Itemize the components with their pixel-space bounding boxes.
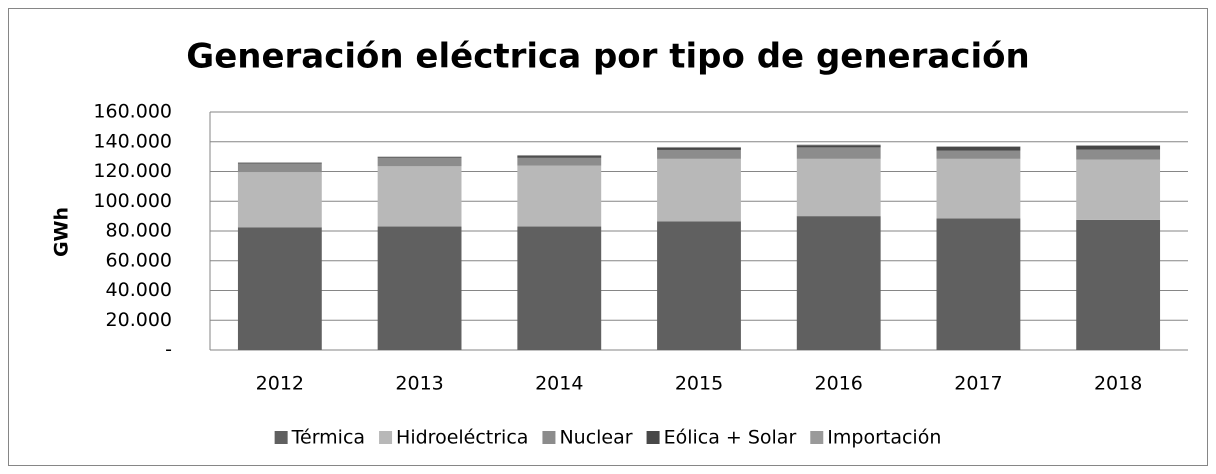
bar-segment <box>237 163 322 173</box>
legend-swatch <box>542 431 556 444</box>
bar-segment <box>657 147 741 150</box>
bar-segment <box>796 144 881 146</box>
bar-segment <box>796 145 881 148</box>
legend-label: Nuclear <box>559 427 632 449</box>
y-axis-label: GWh <box>51 207 73 257</box>
y-tick-label: 120.000 <box>93 160 172 182</box>
chart-frame <box>8 8 1208 466</box>
bar-segment <box>657 149 741 159</box>
bar-segment <box>377 226 462 350</box>
bar-segment <box>237 227 322 350</box>
y-tick-label: 100.000 <box>93 190 172 212</box>
bar-segment <box>657 146 741 148</box>
x-tick-label: 2014 <box>535 373 583 395</box>
x-tick-label: 2017 <box>954 373 1002 395</box>
bar-segment <box>377 156 462 158</box>
bar-segment <box>936 146 1021 147</box>
legend-label: Hidroeléctrica <box>396 427 528 449</box>
bar-segment <box>517 154 602 157</box>
legend-label: Importación <box>827 427 941 449</box>
legend-swatch <box>379 431 393 444</box>
bar-segment <box>657 158 741 222</box>
y-tick-label: 160.000 <box>93 101 172 123</box>
bar-segment <box>1076 145 1161 146</box>
legend-swatch <box>810 431 824 444</box>
y-tick-label: - <box>165 339 172 361</box>
legend-swatch <box>646 431 660 444</box>
x-tick-label: 2013 <box>395 373 443 395</box>
bar-segment <box>657 221 741 350</box>
y-tick-label: 20.000 <box>106 309 172 331</box>
x-tick-label: 2016 <box>815 373 863 395</box>
y-tick-label: 40.000 <box>106 279 172 301</box>
bar-segment <box>1076 159 1161 220</box>
bar-segment <box>1076 145 1161 150</box>
x-tick-label: 2018 <box>1094 373 1142 395</box>
x-tick-label: 2015 <box>675 373 723 395</box>
bar-segment <box>1076 219 1161 350</box>
bar-segment <box>936 158 1021 219</box>
x-tick-label: 2012 <box>256 373 304 395</box>
y-tick-label: 60.000 <box>106 249 172 271</box>
bar-segment <box>237 172 322 228</box>
legend-label: Eólica + Solar <box>664 427 797 449</box>
bar-segment <box>377 157 462 167</box>
bar-segment <box>936 150 1021 159</box>
bar-segment <box>377 166 462 227</box>
bar-segment <box>796 158 881 217</box>
bar-segment <box>517 156 602 158</box>
bar-segment <box>796 216 881 350</box>
bar-segment <box>237 162 322 164</box>
bar-segment <box>1076 149 1161 160</box>
legend-label: Térmica <box>291 427 365 449</box>
chart-title: Generación eléctrica por tipo de generac… <box>186 37 1029 77</box>
bar-segment <box>517 157 602 166</box>
bar-segment <box>517 165 602 227</box>
y-tick-label: 140.000 <box>93 130 172 152</box>
bar-segment <box>936 218 1021 350</box>
bar-segment <box>517 226 602 350</box>
legend-swatch <box>274 431 288 444</box>
bar-segment <box>796 147 881 159</box>
y-tick-label: 80.000 <box>106 220 172 242</box>
bar-segment <box>936 146 1021 151</box>
